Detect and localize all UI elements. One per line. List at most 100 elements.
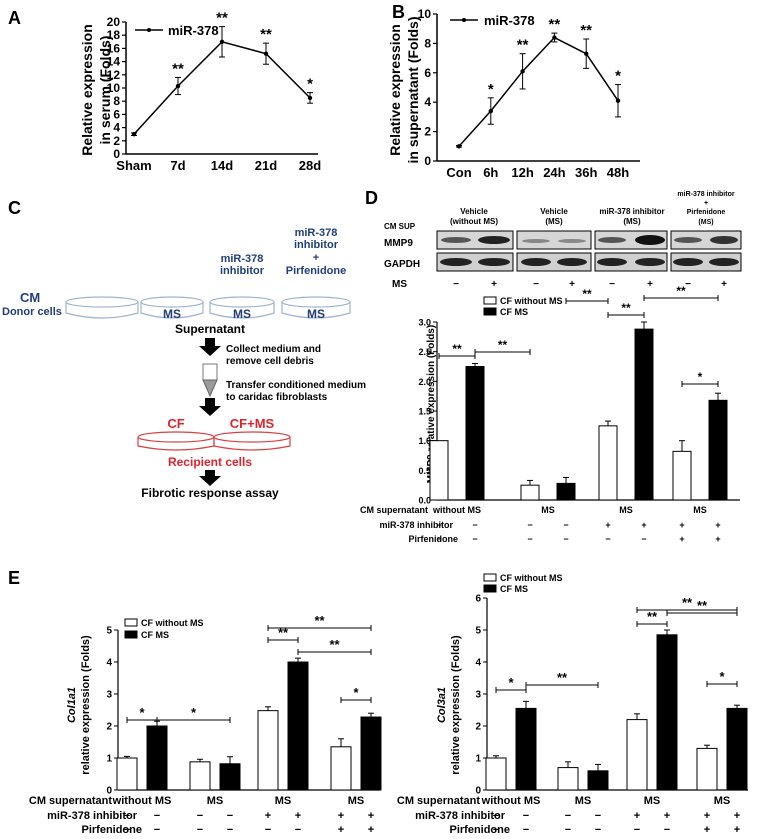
chart-d-bar	[708, 399, 728, 501]
chart-a: Relative expression in serum (Folds) miR…	[79, 10, 321, 173]
chart-e1-ylabel: relative expression (Folds)	[80, 635, 92, 775]
cond-e2-group-label: without MS	[481, 795, 541, 807]
cond-e1-group-label: MS	[348, 795, 365, 807]
cond-e2-row2-cell: +	[734, 810, 740, 822]
chart-a-ytick-label: 10	[107, 81, 121, 95]
chart-e1-bar	[219, 763, 241, 791]
chart-b-ytick-label: 8	[424, 36, 431, 50]
chart-a-ytick-label: 16	[107, 41, 121, 55]
chart-b-xtick-label: Con	[446, 165, 471, 180]
arrow-down-icon	[199, 470, 221, 486]
chart-e1-ylabel-gene: Col1a1	[66, 687, 78, 723]
chart-a-point	[263, 51, 269, 56]
chart-e2-bar	[515, 707, 537, 791]
cond-e1-row2-cell: −	[197, 810, 203, 822]
blot-mmp9-2	[516, 230, 592, 250]
wb-group-2-line2: (MS)	[545, 217, 563, 226]
chart-e2-sig-marker: **	[647, 609, 658, 624]
chart-a-ytick-label: 8	[113, 94, 120, 108]
recipient-label: Recipient cells	[168, 455, 252, 469]
cond-e1-row3-label: Pirfenidone	[81, 824, 142, 836]
cond-e2-row3-cell: −	[565, 824, 571, 836]
cond-d-row2-cell: +	[605, 520, 610, 530]
chart-d-ytick-label: 2.0	[418, 377, 431, 387]
cond-d-row3-cell: −	[605, 534, 610, 544]
cond-e2-row1-label: CM supernatant	[397, 795, 480, 807]
chart-b-point	[520, 69, 525, 74]
cond-d-row2-label: miR-378 inhibitor	[379, 520, 453, 530]
chart-e1-ytick-label: 0	[106, 786, 112, 797]
cond-e1-row3-cell: −	[265, 824, 271, 836]
blot-gapdh-4	[670, 252, 742, 272]
band	[441, 237, 471, 243]
chart-d-legend: CF without MS CF MS	[483, 296, 563, 317]
band	[557, 258, 587, 266]
chart-a-sig-marker: **	[216, 10, 228, 27]
cond-d-row2-cell: −	[527, 520, 532, 530]
legend-label-cf: CF without MS	[500, 296, 563, 306]
chart-d-bar	[672, 450, 692, 501]
band	[521, 258, 551, 266]
cond-d-group-label: MS	[541, 505, 555, 515]
chart-b-ylabel-1: Relative expression	[387, 24, 403, 156]
chart-e1-bar	[189, 761, 211, 791]
chart-e2-sig-marker: *	[508, 675, 514, 690]
chart-b-xtick-label: 48h	[607, 165, 629, 180]
schematic-pirf-line4: Pirfenidone	[286, 265, 347, 277]
chart-a-xtick-label: 14d	[211, 158, 233, 173]
supernatant-label: Supernatant	[175, 322, 245, 336]
legend-swatch-black	[483, 584, 497, 593]
ms-row-cell: −	[685, 279, 691, 290]
chart-d-sig-marker: **	[498, 338, 508, 352]
cond-d-row3-cell: −	[472, 534, 477, 544]
chart-a-ytick-label: 2	[113, 134, 120, 148]
ms-row-cell: −	[453, 279, 459, 290]
band-label-mmp9: MMP9	[384, 238, 413, 249]
cond-d-group-label: without MS	[432, 505, 481, 515]
cf-label: CF	[167, 416, 184, 431]
chart-a-xtick-label: 21d	[255, 158, 277, 173]
ms-row-cell: −	[609, 279, 615, 290]
chart-e1-sig-marker: *	[139, 705, 145, 720]
chart-a-point	[131, 132, 137, 137]
chart-b-sig-marker: **	[549, 16, 561, 33]
chart-e2-ytick-label: 1	[475, 754, 481, 765]
chart-e2-ytick-label: 2	[475, 722, 481, 733]
band	[635, 235, 665, 245]
chart-b-sig-marker: *	[488, 81, 494, 98]
wb-group-3-line1: miR-378 inhibitor	[599, 207, 664, 216]
chart-d-bar	[634, 328, 654, 501]
panel-label-e: E	[8, 568, 20, 588]
chart-b-xtick-label: 12h	[511, 165, 533, 180]
chart-e1-sig-marker: *	[191, 705, 197, 720]
chart-e1-sig-marker: *	[353, 685, 359, 700]
chart-b-legend-marker	[462, 18, 466, 22]
cond-e2-group-label: MS	[575, 795, 592, 807]
chart-a-xtick-label: 28d	[299, 158, 321, 173]
chart-b-sig-marker: *	[615, 68, 621, 85]
chart-e2-bar	[587, 770, 609, 791]
chart-a-legend-marker	[147, 28, 151, 32]
chart-e2-legend: CF without MS CF MS	[483, 573, 563, 594]
chart-b-ytick-label: 2	[424, 125, 431, 139]
chart-d-bar	[465, 366, 485, 501]
chart-e1-legend: CF without MS CF MS	[124, 618, 204, 640]
cond-d-row2-cell: −	[472, 520, 477, 530]
band	[673, 258, 703, 266]
chart-b-xtick-label: 36h	[575, 165, 597, 180]
schematic-inhibitor-line1: miR-378	[221, 253, 264, 265]
cond-e2-row2-cell: +	[634, 810, 640, 822]
donor-dish-2	[140, 296, 204, 319]
chart-b-ytick-label: 0	[424, 154, 431, 168]
chart-e1-bar	[360, 716, 382, 791]
band	[597, 258, 627, 266]
recipient-dish-1	[137, 431, 215, 451]
western-blot: CM SUP Vehicle (without MS) Vehicle (MS)…	[384, 191, 742, 290]
band-label-gapdh: GAPDH	[384, 259, 420, 270]
chart-e2-bar	[696, 747, 718, 791]
chart-d-sig-marker: **	[621, 301, 631, 315]
panel-label-a: A	[8, 8, 21, 28]
cond-e2-row3-cell: −	[523, 824, 529, 836]
chart-e1-bar	[257, 710, 279, 791]
chart-b-ylabel-2: in supernatant (Folds)	[405, 17, 421, 164]
